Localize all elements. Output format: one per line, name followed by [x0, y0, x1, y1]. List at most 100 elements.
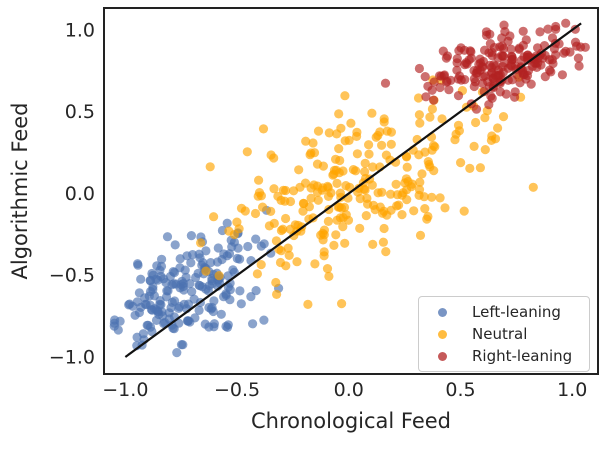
- series-neutral: [196, 72, 538, 309]
- data-point: [243, 241, 253, 252]
- x-tick-label: 0.5: [445, 379, 475, 401]
- data-point: [495, 87, 505, 97]
- data-point: [254, 188, 265, 198]
- data-point: [444, 85, 454, 95]
- data-point: [153, 306, 163, 317]
- data-point: [172, 348, 182, 358]
- data-point: [176, 340, 187, 350]
- data-point: [324, 128, 334, 138]
- right-leaning-marker-icon: [438, 351, 447, 361]
- data-point: [469, 66, 479, 76]
- data-point: [486, 91, 496, 101]
- data-point: [251, 234, 261, 244]
- data-point: [535, 27, 545, 37]
- data-point: [164, 308, 174, 318]
- data-point: [360, 185, 370, 195]
- data-point: [310, 259, 320, 269]
- data-point: [318, 161, 328, 171]
- data-point: [256, 241, 266, 251]
- data-point: [360, 158, 370, 168]
- identity-line: [124, 22, 582, 358]
- data-point: [485, 39, 495, 49]
- legend-label-neutral: Neutral: [472, 325, 528, 343]
- data-point: [570, 37, 581, 47]
- data-point: [386, 189, 396, 199]
- y-tick-label: −1.0: [49, 347, 95, 369]
- data-point: [224, 226, 234, 236]
- data-point: [437, 114, 447, 124]
- data-point: [452, 65, 462, 75]
- data-point: [204, 281, 214, 291]
- data-point: [162, 232, 173, 242]
- x-tick-label: −0.5: [214, 379, 260, 401]
- data-point: [324, 271, 334, 281]
- data-point: [246, 292, 256, 302]
- data-point: [352, 127, 362, 137]
- data-point: [375, 202, 385, 212]
- y-tick-label: 1.0: [65, 19, 95, 41]
- data-point: [427, 85, 437, 95]
- data-point: [331, 230, 341, 240]
- data-point: [155, 299, 165, 309]
- data-point: [519, 52, 529, 62]
- legend-item-left-leaning: Left-leaning: [419, 301, 589, 323]
- data-point: [345, 182, 355, 192]
- data-point: [223, 271, 233, 281]
- data-point: [362, 193, 372, 203]
- data-point: [160, 317, 170, 328]
- data-point: [337, 299, 347, 309]
- data-point: [331, 154, 341, 164]
- x-tick-label: −1.0: [102, 379, 148, 401]
- data-point: [435, 71, 445, 81]
- data-point: [377, 140, 387, 150]
- data-point: [319, 247, 329, 257]
- data-point: [381, 247, 391, 257]
- data-point: [510, 87, 520, 97]
- data-point: [298, 206, 308, 216]
- data-point: [256, 260, 266, 270]
- data-point: [547, 55, 557, 65]
- data-point: [292, 257, 302, 267]
- data-point: [145, 275, 155, 285]
- data-point: [341, 210, 351, 220]
- data-point: [251, 286, 261, 296]
- data-point: [485, 29, 495, 39]
- legend-item-right-leaning: Right-leaning: [419, 345, 589, 367]
- data-point: [379, 117, 389, 127]
- data-point: [254, 175, 264, 185]
- data-point: [340, 238, 350, 248]
- data-point: [294, 165, 304, 175]
- data-point: [456, 158, 466, 168]
- data-point: [209, 212, 219, 222]
- data-point: [429, 77, 439, 87]
- data-point: [335, 188, 345, 198]
- left-leaning-marker-icon: [438, 307, 447, 317]
- data-point: [322, 264, 333, 274]
- data-point: [493, 123, 503, 133]
- data-point: [580, 42, 590, 52]
- data-point: [329, 240, 339, 250]
- data-point: [435, 193, 445, 203]
- data-point: [252, 269, 262, 279]
- data-point: [124, 300, 134, 310]
- data-point: [305, 150, 315, 160]
- data-point: [361, 211, 371, 221]
- data-point: [281, 213, 291, 224]
- y-axis-label: Algorithmic Feed: [8, 102, 32, 280]
- plot-border: [103, 7, 599, 375]
- data-point: [319, 230, 329, 240]
- data-point: [323, 216, 333, 226]
- data-point: [157, 254, 167, 264]
- data-point: [232, 253, 242, 264]
- data-point: [194, 280, 204, 290]
- scatter-points: [109, 18, 590, 358]
- data-point: [367, 108, 377, 118]
- data-point: [334, 144, 344, 154]
- data-point: [278, 185, 288, 195]
- data-point: [329, 169, 339, 179]
- data-point: [485, 60, 495, 70]
- data-point: [459, 206, 469, 216]
- data-point: [415, 230, 426, 240]
- data-point: [507, 51, 517, 61]
- y-tick-label: −0.5: [49, 265, 95, 287]
